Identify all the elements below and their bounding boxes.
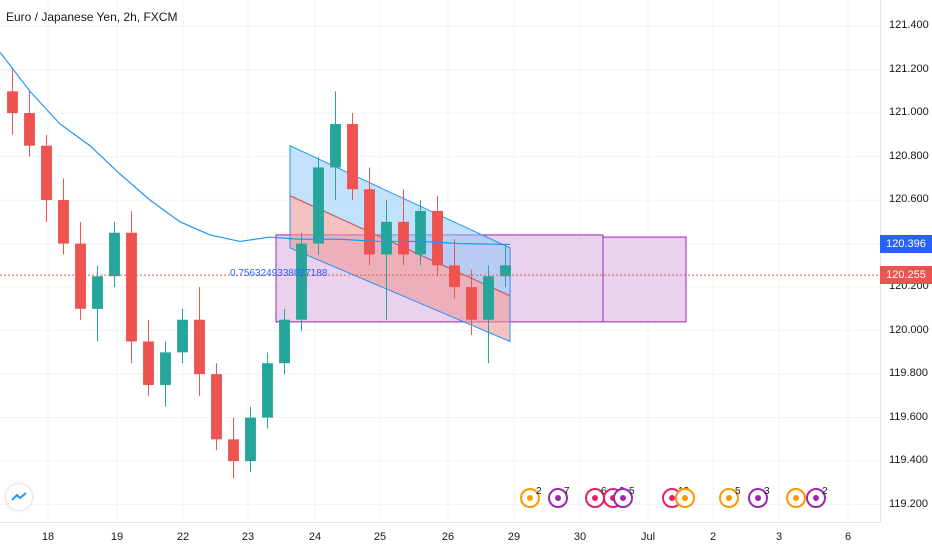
event-dot (726, 495, 732, 501)
candle-body (75, 243, 86, 309)
event-count: 5 (735, 486, 741, 497)
price-tick-label: 121.000 (889, 106, 929, 119)
economic-event-icon[interactable]: 5 (719, 486, 741, 508)
time-tick-label: 6 (844, 531, 852, 543)
event-dot (793, 495, 799, 501)
candle-body (500, 265, 511, 277)
time-tick-label: 24 (308, 531, 322, 543)
moving-average-line (0, 51, 511, 246)
price-tick-label: 119.800 (889, 367, 928, 380)
economic-event-icon[interactable]: 2 (520, 486, 542, 508)
price-tick-label: 120.000 (889, 323, 929, 336)
time-tick-label: 18 (41, 531, 55, 543)
candle-body (262, 363, 273, 418)
candle-body (211, 374, 222, 440)
candle-body (347, 123, 358, 190)
price-tick-label: 120.800 (889, 149, 929, 162)
event-dot (620, 495, 626, 501)
candle-body (245, 417, 256, 462)
event-count: 2 (822, 486, 828, 497)
economic-event-icon[interactable]: 7 (548, 486, 570, 508)
economic-event-icon[interactable]: 2 (806, 486, 828, 508)
price-tick-label: 120.600 (889, 193, 929, 206)
chart-title: Euro / Japanese Yen, 2h, FXCM (6, 10, 178, 24)
candle-body (449, 265, 460, 288)
time-tick-label: 26 (441, 531, 455, 543)
time-tick-label: 22 (176, 531, 190, 543)
candle-body (381, 221, 392, 255)
price-axis[interactable]: 121.400121.200121.000120.800120.600120.4… (880, 0, 932, 522)
price-tick-label: 121.200 (889, 62, 929, 75)
economic-events[interactable]: 2762512532 (0, 486, 880, 518)
economic-event-icon[interactable]: 6 (585, 486, 607, 508)
candle-body (364, 189, 375, 255)
event-dot (527, 495, 533, 501)
time-tick-label: 29 (507, 531, 521, 543)
candle-body (143, 341, 154, 385)
time-tick-label: 25 (373, 531, 387, 543)
candle-body (313, 167, 324, 244)
economic-event-icon[interactable]: 3 (748, 486, 770, 508)
candle-body (279, 319, 290, 364)
event-dot (592, 495, 598, 501)
candle-body (24, 113, 35, 146)
price-tick-label: 121.400 (889, 19, 929, 32)
channel-annotation: 0.7563249338027188 (230, 268, 328, 280)
candle-body (7, 91, 18, 114)
time-tick-label: Jul (640, 531, 656, 543)
candle-body (41, 145, 52, 201)
candle-body (194, 319, 205, 375)
last-price-badge: 120.255 (880, 266, 932, 285)
candle-body (296, 243, 307, 320)
event-count: 7 (564, 486, 570, 497)
price-plot[interactable] (0, 0, 880, 522)
event-count: 2 (536, 486, 542, 497)
price-tick-label: 119.400 (889, 454, 928, 467)
range-zone (602, 236, 687, 323)
event-dot (682, 495, 688, 501)
tradingview-logo-icon[interactable] (6, 484, 32, 510)
candle-body (126, 232, 137, 342)
candle-body (177, 319, 188, 353)
candle-body (160, 352, 171, 385)
economic-event-icon[interactable]: 5 (613, 486, 635, 508)
candle-body (109, 232, 120, 277)
time-tick-label: 3 (775, 531, 783, 543)
time-tick-label: 23 (241, 531, 255, 543)
candle-body (483, 276, 494, 320)
event-dot (813, 495, 819, 501)
candle-body (398, 221, 409, 255)
event-dot (669, 495, 675, 501)
time-tick-label: 2 (709, 531, 717, 543)
candle-body (415, 210, 426, 255)
candle-body (58, 200, 69, 244)
event-count: 3 (764, 486, 770, 497)
candle-body (330, 123, 341, 168)
line-price-badge: 120.396 (880, 235, 932, 254)
candle-body (466, 287, 477, 320)
price-tick-label: 119.200 (889, 497, 928, 510)
event-dot (755, 495, 761, 501)
event-dot (555, 495, 561, 501)
candle-body (432, 210, 443, 266)
time-axis[interactable]: 18 19 22 23 24 25 26 29 30 Jul 2 3 6 (0, 522, 880, 551)
event-count: 5 (629, 486, 635, 497)
economic-event-icon[interactable] (786, 488, 806, 508)
time-tick-label: 30 (573, 531, 587, 543)
price-tick-label: 119.600 (889, 410, 928, 423)
candle-body (228, 439, 239, 462)
candle-body (92, 276, 103, 309)
time-tick-label: 19 (110, 531, 124, 543)
economic-event-icon[interactable] (675, 488, 695, 508)
